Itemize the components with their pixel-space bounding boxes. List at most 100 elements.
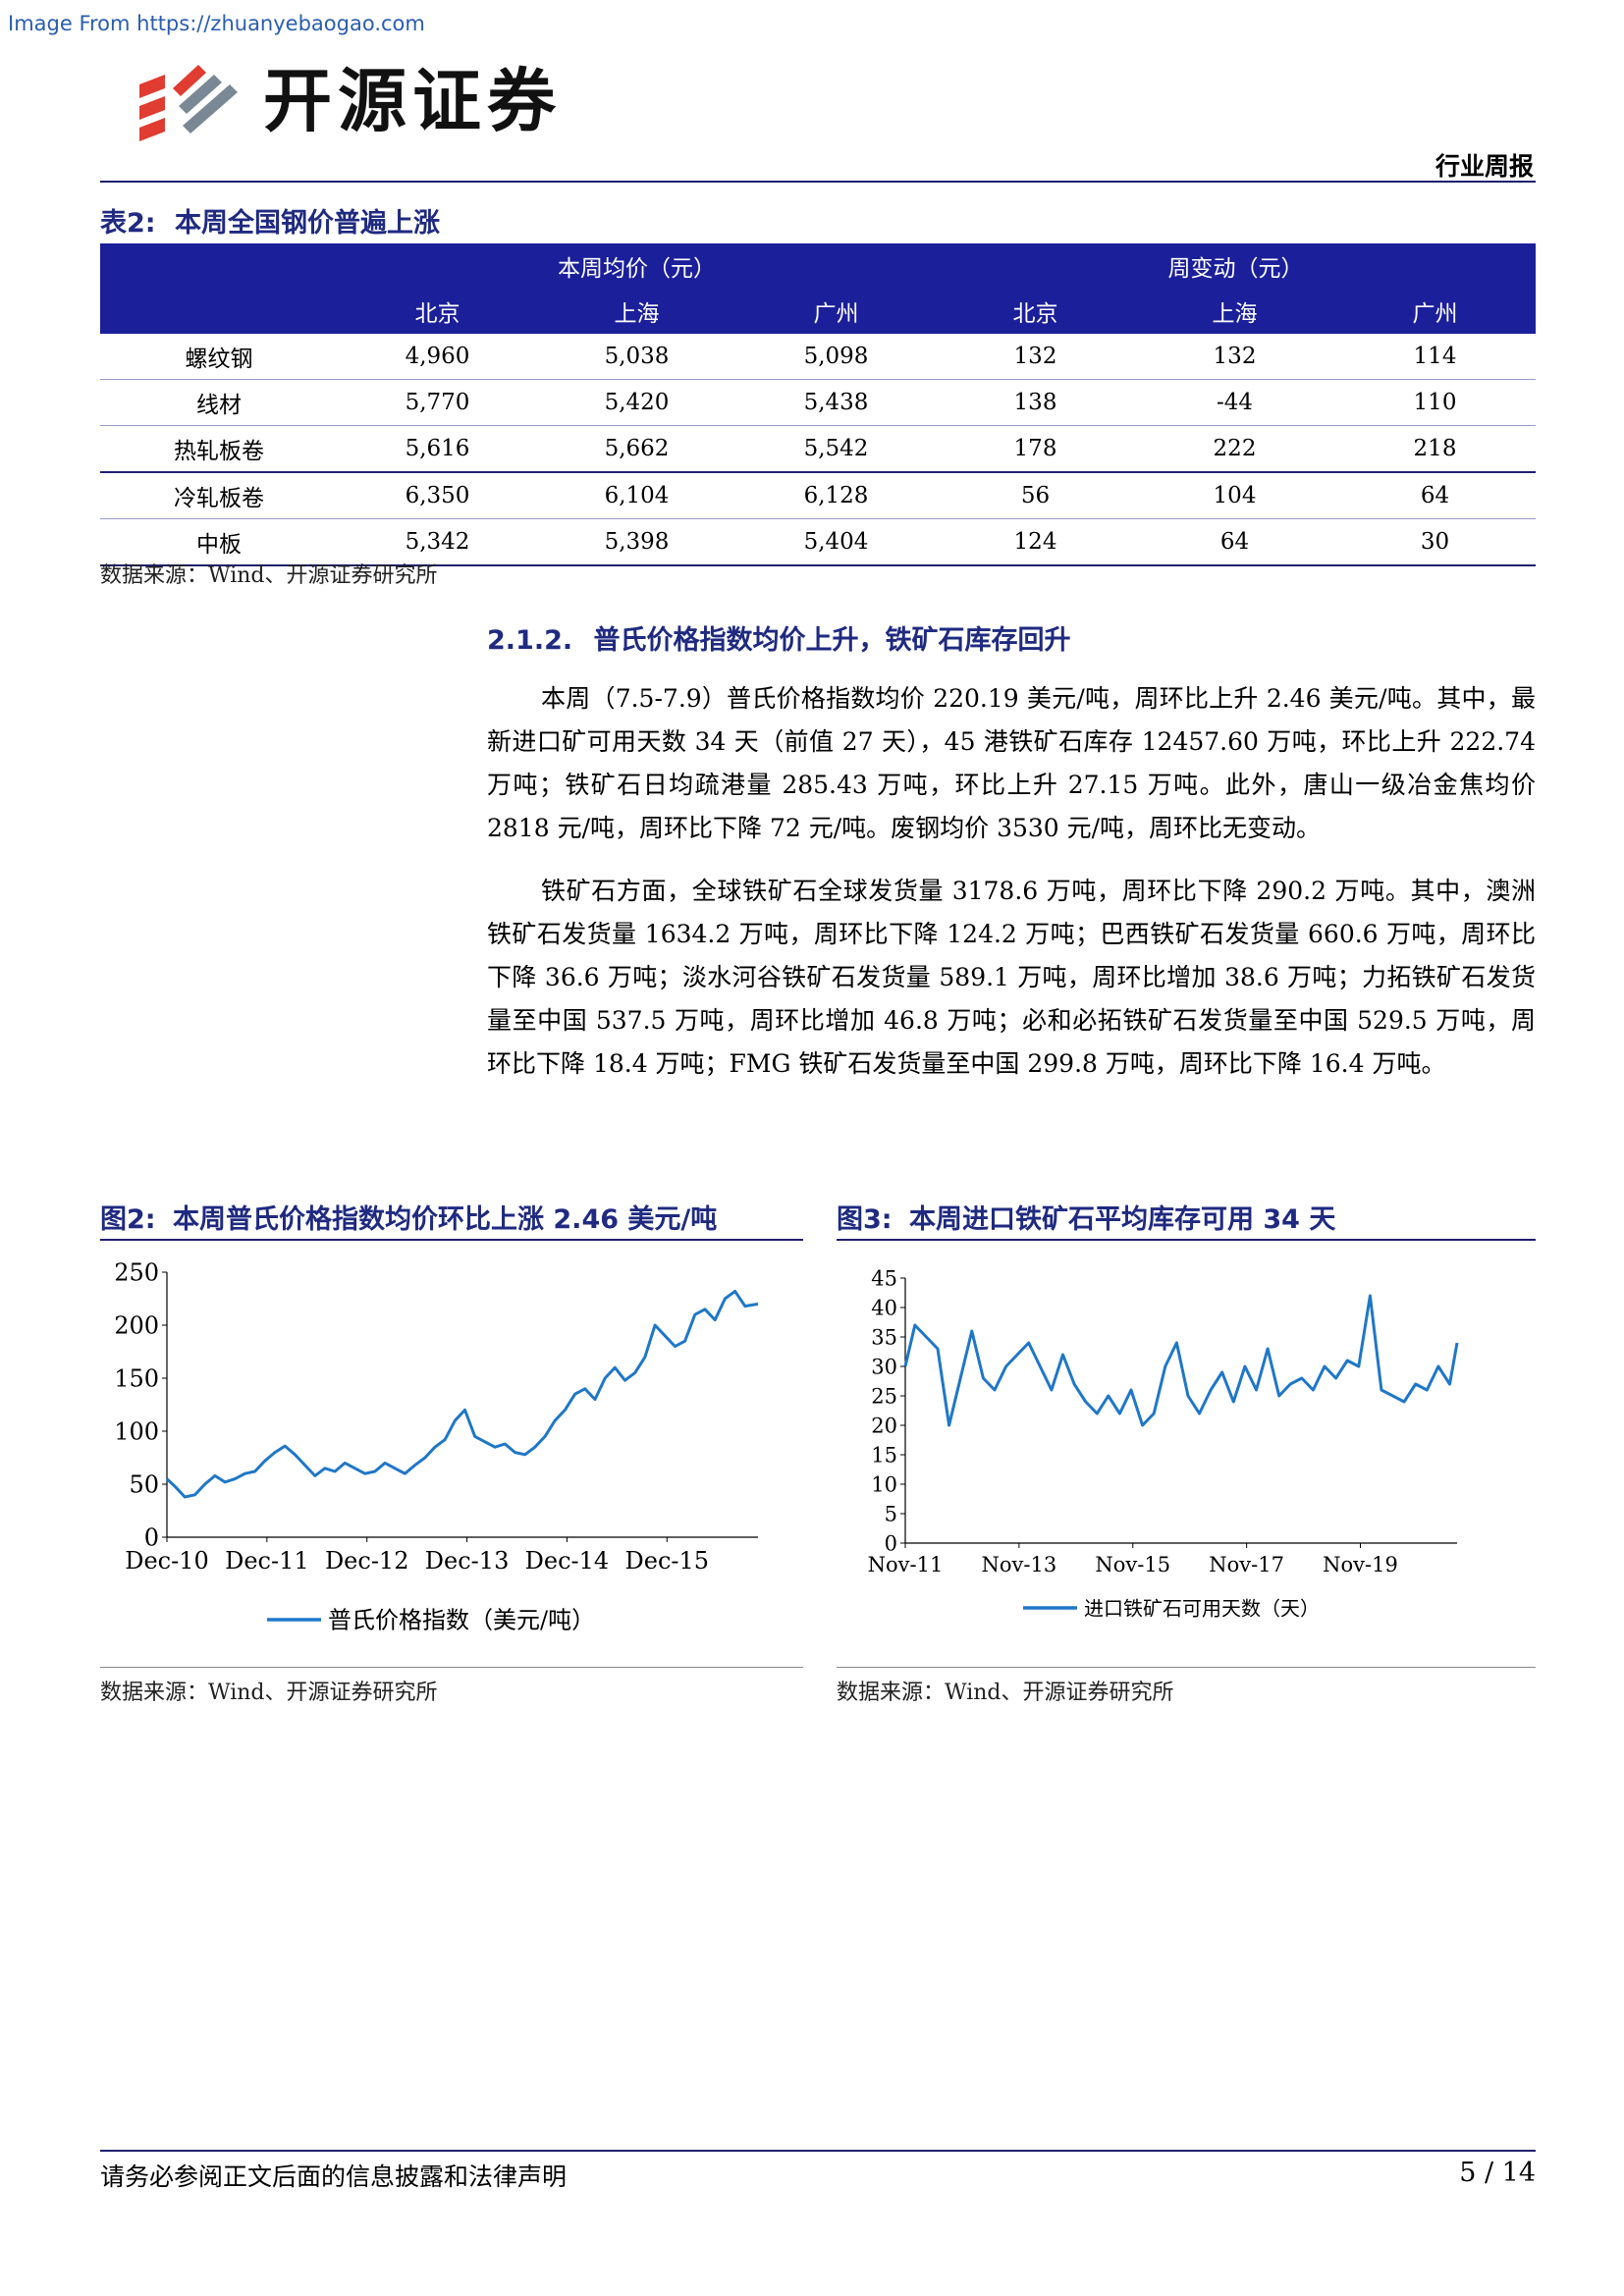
col-header: 上海 xyxy=(614,301,660,327)
report-type: 行业周报 xyxy=(1435,152,1534,181)
x-tick-label: Nov-13 xyxy=(982,1553,1057,1576)
y-tick-label: 200 xyxy=(114,1311,159,1339)
table-cell: 138 xyxy=(936,379,1135,426)
table-row: 冷轧板卷 6,350 6,104 6,128 56 104 64 xyxy=(100,472,1536,519)
y-tick-label: 150 xyxy=(114,1364,159,1392)
table-cell: 132 xyxy=(1135,334,1334,380)
table-cell: 30 xyxy=(1334,518,1536,566)
y-tick-label: 35 xyxy=(871,1325,897,1349)
x-tick-label: Nov-17 xyxy=(1209,1553,1284,1576)
table-row: 线材 5,770 5,420 5,438 138 -44 110 xyxy=(100,379,1536,426)
paragraph: 铁矿石方面，全球铁矿石全球发货量 3178.6 万吨，周环比下降 290.2 万… xyxy=(487,877,1536,1078)
y-tick-label: 0 xyxy=(144,1523,159,1551)
paragraph: 本周（7.5-7.9）普氏价格指数均价 220.19 美元/吨，周环比上升 2.… xyxy=(487,684,1536,842)
table-cell: 5,038 xyxy=(537,334,736,380)
row-label: 螺纹钢 xyxy=(100,334,338,380)
legend-label: 普氏价格指数（美元/吨） xyxy=(328,1606,595,1633)
y-tick-label: 10 xyxy=(871,1472,897,1496)
table-cell: 132 xyxy=(936,334,1135,380)
table-cell: 5,770 xyxy=(338,379,537,426)
x-tick-label: Dec-15 xyxy=(625,1547,710,1575)
fig3-top-rule xyxy=(837,1239,1536,1241)
table-cell: 6,350 xyxy=(338,472,537,519)
fig2-caption-number: 图2: xyxy=(100,1204,156,1235)
table2-caption-number: 表2: xyxy=(100,208,156,239)
table2-source: 数据来源：Wind、开源证券研究所 xyxy=(100,563,438,588)
col-header: 北京 xyxy=(1012,301,1058,327)
table-cell: 56 xyxy=(936,472,1135,519)
x-tick-label: Nov-11 xyxy=(868,1553,944,1576)
steel-price-table: 本周均价（元） 周变动（元） 北京 上海 广州 北京 上海 广州 螺纹钢 4,9… xyxy=(100,243,1536,566)
footer-disclaimer: 请务必参阅正文后面的信息披露和法律声明 xyxy=(100,2163,568,2191)
page-number: 5 / 14 xyxy=(1459,2158,1536,2188)
fig3-caption-number: 图3: xyxy=(837,1204,893,1235)
table-cell: 5,662 xyxy=(537,425,736,473)
fig2-chart: 0 50 100 150 200 250 Dec-10 Dec-11 Dec-12 Dec-13 D… xyxy=(100,1243,803,1655)
y-tick-label: 0 xyxy=(885,1531,897,1555)
table-cell: 110 xyxy=(1334,379,1536,426)
section-number: 2.1.2. xyxy=(487,625,573,656)
y-tick-label: 20 xyxy=(871,1414,897,1437)
y-tick-label: 100 xyxy=(114,1417,159,1445)
table-cell: 5,404 xyxy=(736,518,936,566)
table-cell: 104 xyxy=(1135,472,1334,519)
col-header: 广州 xyxy=(1412,301,1458,327)
table-cell: 5,542 xyxy=(736,425,936,473)
y-tick-label: 5 xyxy=(885,1502,897,1525)
table-cell: 4,960 xyxy=(338,334,537,380)
x-tick-label: Dec-13 xyxy=(425,1547,510,1575)
row-label: 线材 xyxy=(100,379,338,426)
table-cell: 5,098 xyxy=(736,334,936,380)
fig2-caption-text: 本周普氏价格指数均价环比上涨 2.46 美元/吨 xyxy=(173,1204,718,1235)
table-cell: -44 xyxy=(1135,379,1334,426)
x-tick-label: Nov-15 xyxy=(1095,1553,1170,1576)
group-header-avg-price: 本周均价（元） xyxy=(558,256,716,282)
row-label: 热轧板卷 xyxy=(100,425,338,473)
x-tick-label: Nov-19 xyxy=(1323,1553,1398,1576)
y-tick-label: 45 xyxy=(871,1266,897,1290)
table-cell: 6,128 xyxy=(736,472,936,519)
table-cell: 222 xyxy=(1135,425,1334,473)
col-header: 北京 xyxy=(414,301,460,327)
y-tick-label: 15 xyxy=(871,1443,897,1467)
fig3-bottom-rule xyxy=(837,1667,1536,1668)
y-tick-label: 50 xyxy=(129,1470,159,1498)
footer-divider xyxy=(100,2150,1536,2152)
header-divider xyxy=(100,181,1536,183)
table-cell: 178 xyxy=(936,425,1135,473)
section-body: 本周（7.5-7.9）普氏价格指数均价 220.19 美元/吨，周环比上升 2.… xyxy=(487,677,1536,1086)
table2-caption: 表2: 本周全国钢价普遍上涨 xyxy=(100,201,440,240)
x-tick-label: Dec-12 xyxy=(325,1547,409,1575)
row-label: 冷轧板卷 xyxy=(100,472,338,519)
fig3-caption: 图3: 本周进口铁矿石平均库存可用 34 天 xyxy=(837,1198,1335,1236)
table2-caption-text: 本周全国钢价普遍上涨 xyxy=(175,208,440,239)
table-cell: 5,438 xyxy=(736,379,936,426)
table-cell: 64 xyxy=(1135,518,1334,566)
table-cell: 5,420 xyxy=(537,379,736,426)
legend-label: 进口铁矿石可用天数（天） xyxy=(1084,1596,1320,1620)
section-title: 普氏价格指数均价上升，铁矿石库存回升 xyxy=(593,625,1071,656)
group-header-weekly-change: 周变动（元） xyxy=(1167,256,1304,282)
section-heading: 2.1.2. 普氏价格指数均价上升，铁矿石库存回升 xyxy=(487,618,1071,657)
fig2-source: 数据来源：Wind、开源证券研究所 xyxy=(100,1681,438,1705)
series-line xyxy=(903,1294,1459,1427)
watermark-text: Image From https://zhuanyebaogao.com xyxy=(8,12,425,35)
col-header: 广州 xyxy=(813,301,859,327)
x-tick-label: Dec-11 xyxy=(225,1547,309,1575)
table-cell: 114 xyxy=(1334,334,1536,380)
fig3-source: 数据来源：Wind、开源证券研究所 xyxy=(837,1681,1174,1705)
series-line xyxy=(165,1289,759,1499)
row-label: 中板 xyxy=(100,518,338,566)
table-cell: 218 xyxy=(1334,425,1536,473)
table-cell: 5,616 xyxy=(338,425,537,473)
fig2-bottom-rule xyxy=(100,1667,803,1668)
y-tick-label: 40 xyxy=(871,1296,897,1319)
col-header: 上海 xyxy=(1212,301,1258,327)
fig2-caption: 图2: 本周普氏价格指数均价环比上涨 2.46 美元/吨 xyxy=(100,1198,717,1236)
fig2-top-rule xyxy=(100,1239,803,1241)
table-cell: 64 xyxy=(1334,472,1536,519)
table-row: 中板 5,342 5,398 5,404 124 64 30 xyxy=(100,518,1536,566)
y-tick-label: 30 xyxy=(871,1355,897,1378)
x-tick-label: Dec-14 xyxy=(525,1547,610,1575)
table-cell: 6,104 xyxy=(537,472,736,519)
